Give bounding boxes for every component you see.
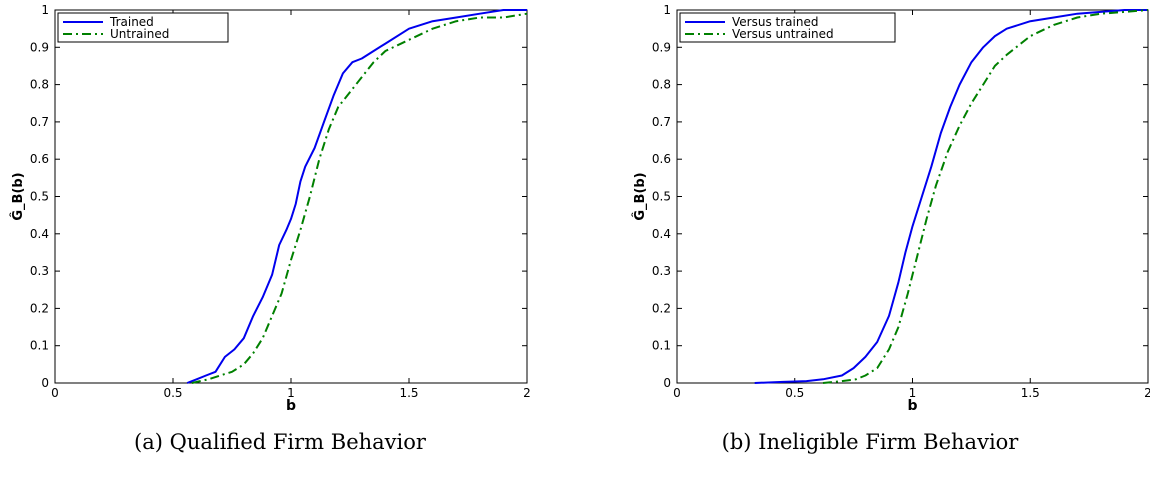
y-tick-label: 1 bbox=[41, 3, 49, 17]
y-tick-label: 0 bbox=[41, 376, 49, 390]
y-tick-label: 0.4 bbox=[652, 227, 671, 241]
series-line-1 bbox=[822, 9, 1149, 384]
y-axis-label: Ĝ_B(b) bbox=[10, 172, 26, 220]
caption-a: (a) Qualified Firm Behavior bbox=[134, 430, 426, 454]
x-tick-label: 0 bbox=[673, 386, 681, 400]
y-tick-label: 0.1 bbox=[652, 339, 671, 353]
x-axis-label: b bbox=[907, 398, 917, 414]
caption-b: (b) Ineligible Firm Behavior bbox=[721, 430, 1019, 454]
plot-frame bbox=[54, 9, 528, 384]
series-line-1 bbox=[191, 12, 528, 384]
legend-label: Untrained bbox=[110, 27, 169, 41]
y-tick-label: 0.6 bbox=[652, 152, 671, 166]
y-tick-label: 0.2 bbox=[652, 301, 671, 315]
series-line-0 bbox=[754, 9, 1148, 384]
y-axis-label: Ĝ_B(b) bbox=[632, 172, 648, 220]
x-tick-label: 1 bbox=[909, 386, 917, 400]
y-tick-label: 0 bbox=[663, 376, 671, 390]
y-tick-label: 0.8 bbox=[652, 78, 671, 92]
y-tick-label: 0.9 bbox=[30, 40, 49, 54]
legend-box bbox=[57, 12, 229, 43]
y-tick-label: 0.8 bbox=[30, 78, 49, 92]
legend-label: Versus untrained bbox=[732, 27, 834, 41]
y-tick-label: 1 bbox=[663, 3, 671, 17]
series-line-0 bbox=[186, 9, 527, 384]
legend-box bbox=[679, 12, 896, 43]
legend-label: Trained bbox=[109, 15, 154, 29]
x-tick-label: 0.5 bbox=[163, 386, 182, 400]
y-tick-label: 0.3 bbox=[30, 264, 49, 278]
x-tick-label: 2 bbox=[523, 386, 531, 400]
chart-b: 0 0.5 1 1.5 200.10.20.30.40.50.60.70.80.91bĜ… bbox=[632, 3, 1150, 414]
legend-label: Versus trained bbox=[732, 15, 818, 29]
x-tick-label: 1.5 bbox=[1021, 386, 1040, 400]
x-tick-label: 0 bbox=[51, 386, 59, 400]
y-tick-label: 0.4 bbox=[30, 227, 49, 241]
plot-frame bbox=[676, 9, 1149, 384]
y-tick-label: 0.7 bbox=[652, 115, 671, 129]
y-tick-label: 0.5 bbox=[30, 190, 49, 204]
y-tick-label: 0.7 bbox=[30, 115, 49, 129]
y-tick-label: 0.6 bbox=[30, 152, 49, 166]
chart-a: 0 0.5 1 1.5 200.10.20.30.40.50.60.70.80.91bĜ… bbox=[10, 3, 531, 414]
y-tick-label: 0.9 bbox=[652, 40, 671, 54]
y-tick-label: 0.3 bbox=[652, 264, 671, 278]
y-tick-label: 0.1 bbox=[30, 339, 49, 353]
x-tick-label: 1 bbox=[287, 386, 295, 400]
x-tick-label: 0.5 bbox=[785, 386, 804, 400]
y-tick-label: 0.2 bbox=[30, 301, 49, 315]
x-tick-label: 2 bbox=[1144, 386, 1150, 400]
x-axis-label: b bbox=[286, 398, 296, 414]
y-tick-label: 0.5 bbox=[652, 190, 671, 204]
x-tick-label: 1.5 bbox=[399, 386, 418, 400]
